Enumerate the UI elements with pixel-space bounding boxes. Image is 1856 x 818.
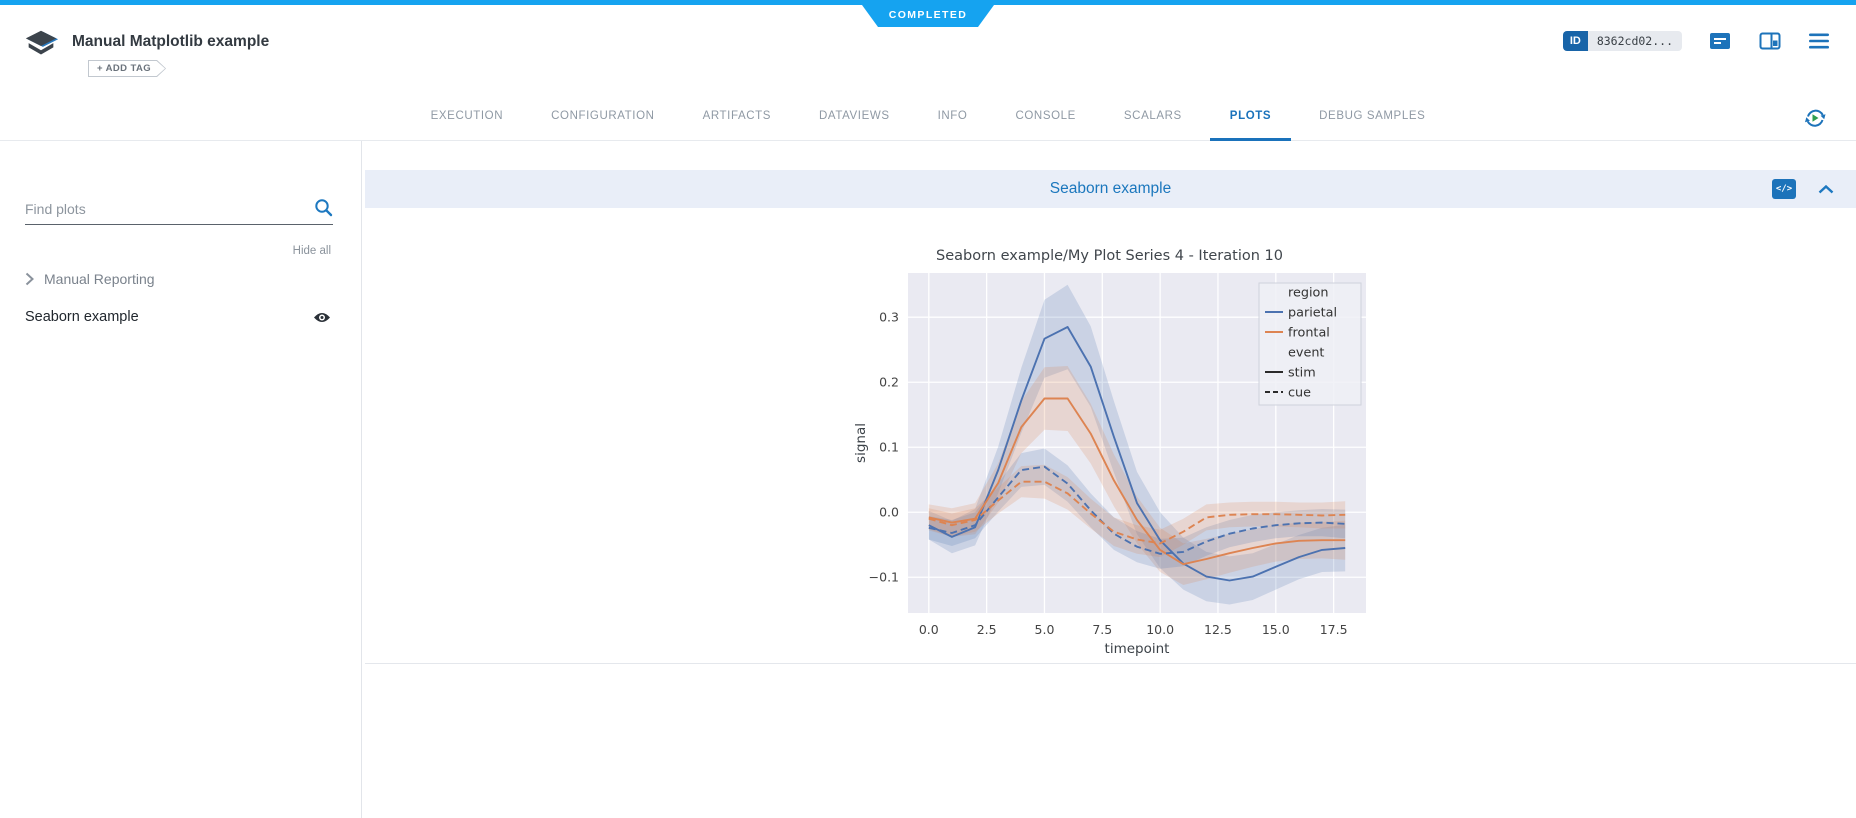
tab-execution[interactable]: EXECUTION <box>430 110 504 122</box>
tab-artifacts[interactable]: ARTIFACTS <box>702 110 772 122</box>
refresh-icon[interactable] <box>1802 105 1828 131</box>
svg-text:event: event <box>1288 346 1324 361</box>
svg-text:0.3: 0.3 <box>879 310 899 325</box>
chevron-right-icon <box>25 272 34 286</box>
tab-dataviews[interactable]: DATAVIEWS <box>819 110 890 122</box>
compare-panel-icon[interactable] <box>1758 31 1782 51</box>
search-field <box>25 198 333 225</box>
sidebar-group-label: Manual Reporting <box>44 271 155 287</box>
matplotlib-figure[interactable]: Seaborn example/My Plot Series 4 - Itera… <box>840 248 1380 663</box>
svg-text:stim: stim <box>1288 366 1316 381</box>
plots-sidebar: Hide all Manual Reporting Seaborn exampl… <box>0 141 362 818</box>
svg-text:7.5: 7.5 <box>1092 622 1112 637</box>
add-tag-button[interactable]: + ADD TAG <box>88 60 166 77</box>
tab-plots[interactable]: PLOTS <box>1209 110 1292 141</box>
svg-text:signal: signal <box>853 423 869 463</box>
plot-title: Seaborn example/My Plot Series 4 - Itera… <box>936 248 1283 264</box>
tab-console[interactable]: CONSOLE <box>1015 110 1076 122</box>
add-tag-label: + ADD TAG <box>89 61 165 76</box>
svg-text:0.2: 0.2 <box>879 375 899 390</box>
id-badge-label: ID <box>1562 31 1588 51</box>
collapse-chevron-up-icon[interactable] <box>1818 185 1834 194</box>
tab-bar: EXECUTION CONFIGURATION ARTIFACTS DATAVIEWS… <box>0 77 1856 141</box>
tab-info[interactable]: INFO <box>937 110 968 122</box>
svg-text:timepoint: timepoint <box>1104 641 1169 657</box>
id-badge[interactable]: ID 8362cd02... <box>1562 31 1682 51</box>
svg-text:region: region <box>1288 286 1328 301</box>
sidebar-item-seaborn-example[interactable]: Seaborn example <box>25 309 331 325</box>
tab-debug-samples[interactable]: DEBUG SAMPLES <box>1319 110 1426 122</box>
status-strip <box>0 0 1856 5</box>
svg-text:5.0: 5.0 <box>1034 622 1054 637</box>
tab-configuration[interactable]: CONFIGURATION <box>551 110 655 122</box>
seaborn-chart[interactable]: 0.0 2.5 5.0 7.5 10.0 12.5 15.0 17.5 −0.1 0.0 0.1 0.… <box>850 271 1370 663</box>
svg-text:0.0: 0.0 <box>879 505 899 520</box>
svg-text:10.0: 10.0 <box>1146 622 1174 637</box>
svg-text:2.5: 2.5 <box>976 622 996 637</box>
visibility-eye-icon[interactable] <box>313 311 331 324</box>
svg-text:parietal: parietal <box>1288 306 1337 321</box>
id-badge-value: 8362cd02... <box>1587 31 1682 51</box>
plot-section-title: Seaborn example <box>1049 180 1172 197</box>
svg-text:frontal: frontal <box>1288 326 1330 341</box>
tab-scalars[interactable]: SCALARS <box>1123 110 1182 122</box>
status-badge: COMPLETED <box>862 5 994 27</box>
sidebar-item-label: Seaborn example <box>25 309 139 325</box>
svg-text:−0.1: −0.1 <box>868 570 898 585</box>
page-title: Manual Matplotlib example <box>72 33 270 50</box>
comment-icon[interactable] <box>1708 31 1732 51</box>
svg-text:cue: cue <box>1288 386 1311 401</box>
experiment-logo-icon <box>25 30 59 55</box>
sidebar-group-manual-reporting[interactable]: Manual Reporting <box>25 271 155 287</box>
plots-panel: Seaborn example </> Seaborn example/My P… <box>363 141 1856 818</box>
hide-all-link[interactable]: Hide all <box>292 245 331 257</box>
card-bottom-divider <box>365 663 1856 664</box>
svg-text:0.0: 0.0 <box>918 622 938 637</box>
search-input[interactable] <box>25 201 314 217</box>
plot-card-header: Seaborn example </> <box>365 170 1856 208</box>
svg-text:15.0: 15.0 <box>1261 622 1289 637</box>
svg-text:12.5: 12.5 <box>1204 622 1232 637</box>
search-icon[interactable] <box>314 198 333 217</box>
view-code-button[interactable]: </> <box>1772 179 1796 199</box>
menu-icon[interactable] <box>1808 32 1830 50</box>
svg-text:0.1: 0.1 <box>879 440 899 455</box>
svg-text:17.5: 17.5 <box>1319 622 1347 637</box>
